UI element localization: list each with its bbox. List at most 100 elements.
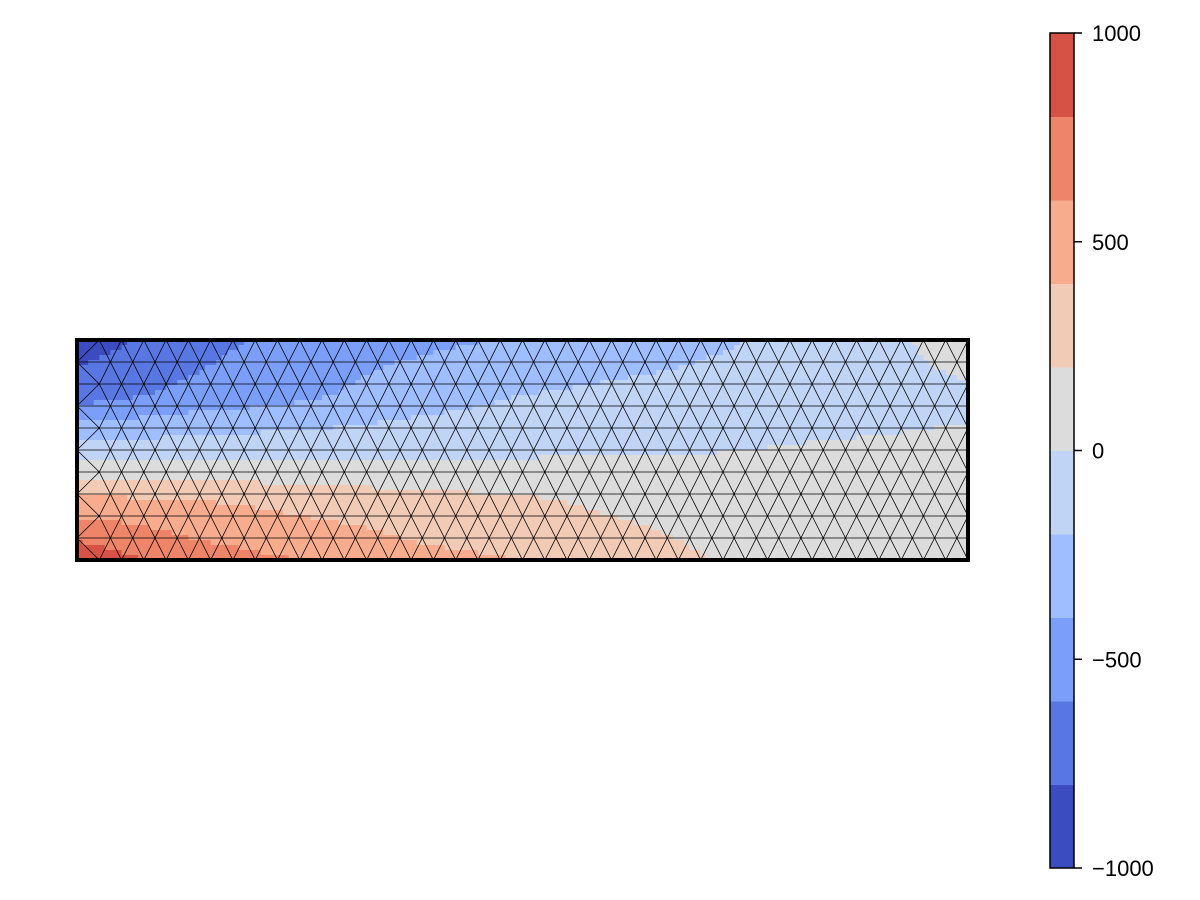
- contour-cell: [143, 415, 150, 421]
- contour-cell: [255, 465, 262, 471]
- contour-cell: [956, 475, 964, 481]
- contour-cell: [444, 360, 451, 366]
- contour-cell: [411, 415, 418, 421]
- contour-cell: [867, 400, 874, 406]
- contour-cell: [934, 345, 941, 351]
- contour-cell: [567, 465, 574, 471]
- contour-cell: [945, 405, 952, 411]
- contour-cell: [689, 380, 696, 386]
- contour-cell: [951, 400, 958, 406]
- contour-cell: [884, 460, 891, 466]
- contour-cell: [288, 450, 295, 456]
- contour-cell: [444, 375, 451, 381]
- contour-cell: [628, 375, 635, 381]
- contour-cell: [722, 435, 730, 441]
- contour-cell: [255, 385, 262, 391]
- contour-cell: [717, 395, 724, 401]
- contour-cell: [706, 440, 713, 446]
- contour-cell: [238, 480, 245, 486]
- contour-cell: [277, 440, 284, 446]
- contour-cell: [567, 470, 574, 476]
- contour-cell: [901, 385, 908, 391]
- contour-cell: [778, 475, 785, 481]
- contour-cell: [817, 340, 824, 346]
- contour-cell: [405, 460, 412, 466]
- contour-cell: [171, 495, 178, 501]
- contour-cell: [327, 430, 334, 436]
- contour-cell: [695, 375, 702, 381]
- contour-cell: [633, 440, 641, 446]
- contour-cell: [650, 345, 657, 351]
- contour-cell: [773, 345, 780, 351]
- contour-cell: [817, 455, 824, 461]
- contour-cell: [606, 415, 613, 421]
- contour-cell: [600, 440, 607, 446]
- contour-cell: [288, 405, 295, 411]
- contour-cell: [210, 350, 217, 356]
- contour-cell: [494, 375, 501, 381]
- contour-cell: [750, 470, 757, 476]
- contour-cell: [683, 445, 691, 451]
- contour-cell: [115, 405, 123, 411]
- contour-cell: [166, 470, 173, 476]
- contour-cell: [862, 470, 869, 476]
- contour-cell: [945, 465, 952, 471]
- contour-cell: [862, 480, 869, 486]
- contour-cell: [906, 380, 913, 386]
- contour-cell: [394, 340, 401, 346]
- contour-cell: [583, 415, 590, 421]
- contour-cell: [505, 485, 512, 491]
- contour-cell: [138, 445, 145, 451]
- contour-cell: [672, 490, 680, 496]
- contour-cell: [505, 390, 512, 396]
- contour-cell: [756, 420, 763, 426]
- contour-cell: [962, 435, 968, 441]
- contour-cell: [878, 445, 886, 451]
- contour-cell: [901, 360, 908, 366]
- contour-cell: [383, 380, 390, 386]
- contour-cell: [561, 470, 568, 476]
- contour-cell: [149, 445, 156, 451]
- contour-cell: [951, 430, 958, 436]
- contour-cell: [578, 480, 585, 486]
- contour-cell: [182, 455, 189, 461]
- contour-cell: [934, 415, 941, 421]
- contour-cell: [461, 430, 468, 436]
- contour-cell: [160, 400, 167, 406]
- contour-cell: [500, 455, 507, 461]
- contour-cell: [901, 340, 908, 346]
- contour-cell: [878, 355, 886, 361]
- contour-cell: [561, 370, 568, 376]
- contour-cell: [221, 380, 228, 386]
- contour-cell: [940, 415, 947, 421]
- contour-cell: [171, 385, 178, 391]
- contour-cell: [143, 485, 150, 491]
- contour-cell: [466, 405, 473, 411]
- contour-cell: [650, 365, 657, 371]
- contour-cell: [539, 345, 546, 351]
- contour-cell: [310, 480, 318, 486]
- contour-cell: [416, 475, 423, 481]
- contour-cell: [812, 410, 819, 416]
- contour-cell: [600, 360, 607, 366]
- contour-cell: [505, 410, 512, 416]
- contour-cell: [310, 345, 318, 351]
- contour-cell: [867, 490, 874, 496]
- contour-cell: [82, 385, 89, 391]
- contour-cell: [193, 370, 201, 376]
- contour-cell: [489, 435, 496, 441]
- contour-cell: [383, 410, 390, 416]
- contour-cell: [639, 440, 646, 446]
- contour-cell: [255, 460, 262, 466]
- contour-cell: [299, 350, 306, 356]
- contour-cell: [689, 480, 696, 486]
- contour-cell: [890, 460, 897, 466]
- contour-cell: [121, 415, 128, 421]
- contour-cell: [806, 340, 813, 346]
- contour-cell: [361, 490, 368, 496]
- contour-cell: [338, 380, 345, 386]
- contour-cell: [283, 475, 290, 481]
- contour-cell: [416, 345, 423, 351]
- contour-cell: [884, 345, 891, 351]
- contour-cell: [372, 480, 379, 486]
